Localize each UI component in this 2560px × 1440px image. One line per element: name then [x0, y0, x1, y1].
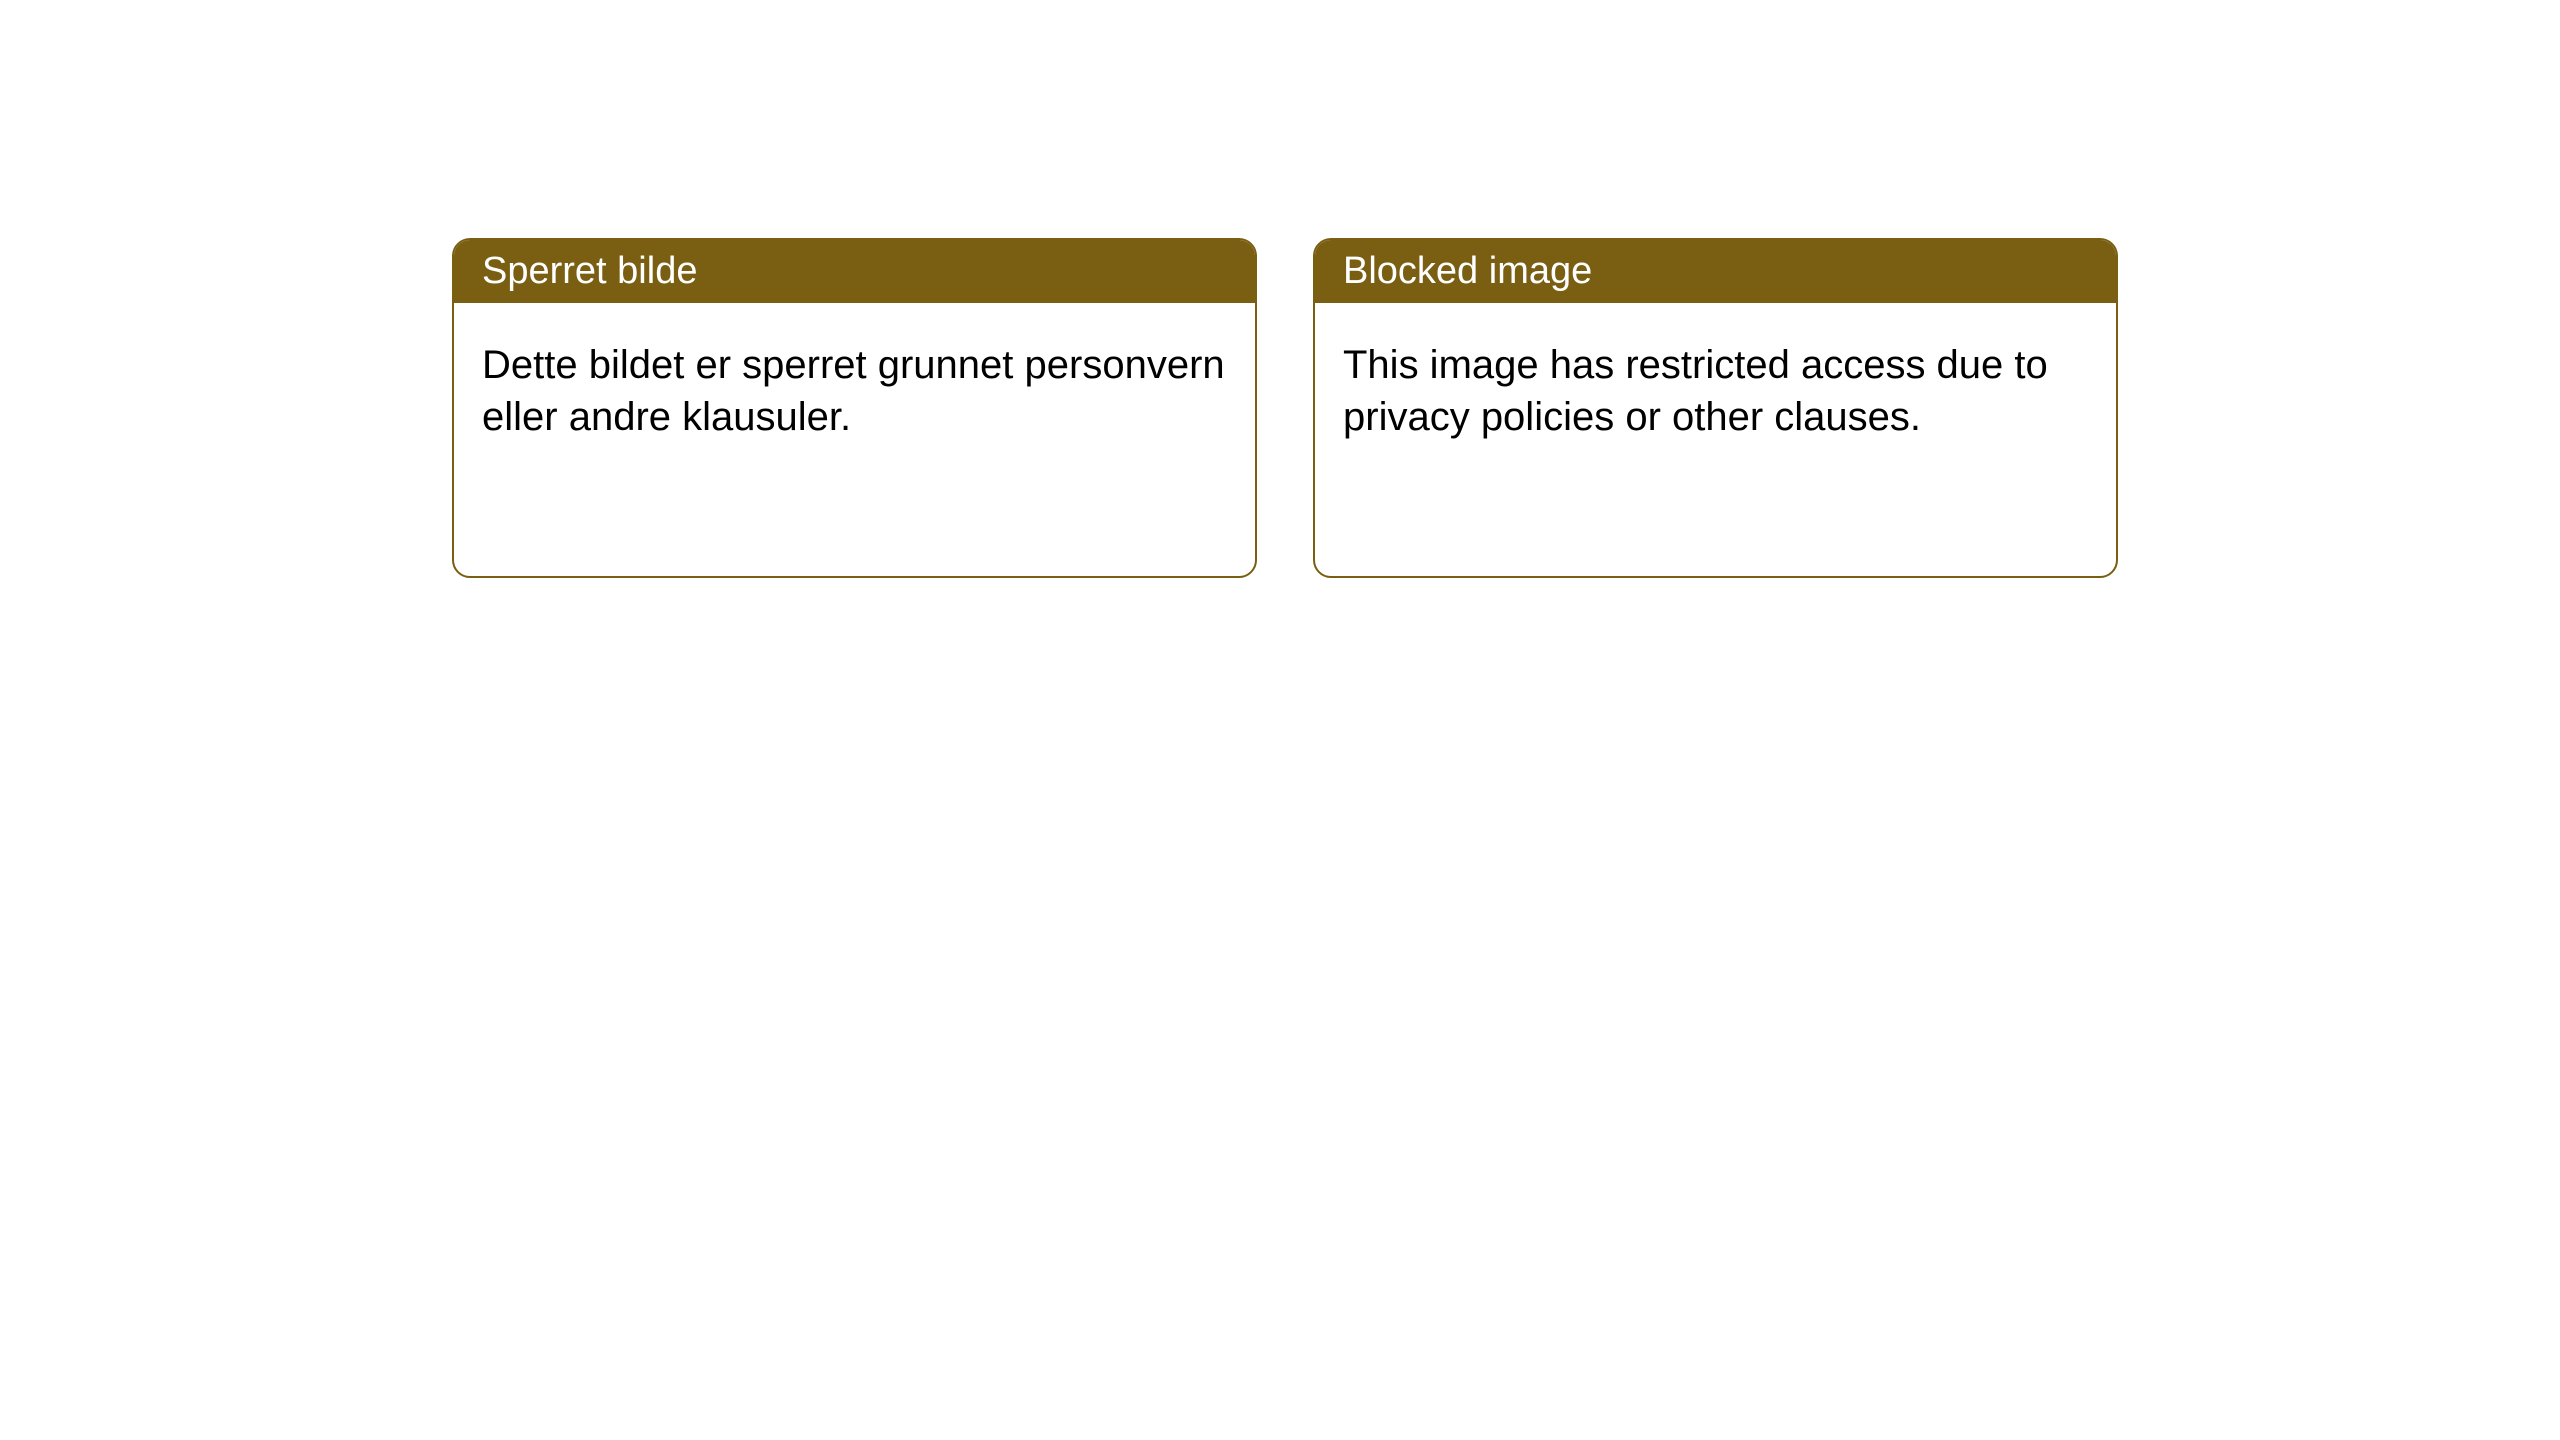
notice-body-norwegian: Dette bildet er sperret grunnet personve…: [454, 303, 1255, 479]
notice-card-norwegian: Sperret bilde Dette bildet er sperret gr…: [452, 238, 1257, 578]
notice-card-english: Blocked image This image has restricted …: [1313, 238, 2118, 578]
notice-body-english: This image has restricted access due to …: [1315, 303, 2116, 479]
notice-title-norwegian: Sperret bilde: [454, 240, 1255, 303]
notice-container: Sperret bilde Dette bildet er sperret gr…: [0, 0, 2560, 578]
notice-title-english: Blocked image: [1315, 240, 2116, 303]
